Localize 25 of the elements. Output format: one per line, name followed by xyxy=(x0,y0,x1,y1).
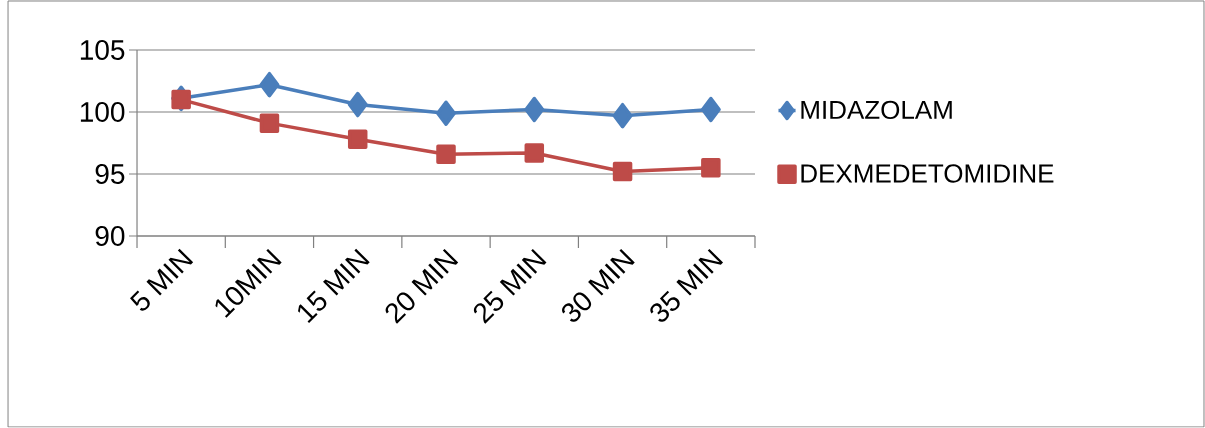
point xyxy=(259,71,280,98)
x-tick-label: 30 MIN xyxy=(562,248,635,322)
point xyxy=(612,102,633,129)
y-tick-label: 105 xyxy=(80,40,125,60)
y-tick-label: 100 xyxy=(80,102,125,122)
point xyxy=(524,143,545,163)
point xyxy=(436,100,457,126)
legend-label: MIDAZOLAM xyxy=(801,100,952,120)
x-tick-label: 15 MIN xyxy=(298,248,370,324)
point xyxy=(436,144,456,164)
point xyxy=(701,158,721,178)
x-tick-label: 20 MIN xyxy=(385,248,459,324)
y-tick-label: 90 xyxy=(95,226,125,246)
x-tick-label: 35 MIN xyxy=(650,248,724,322)
y-tick-label: 95 xyxy=(95,164,125,184)
point xyxy=(612,161,633,182)
point xyxy=(347,91,368,118)
point xyxy=(700,96,721,123)
legend-label: DEXMEDETOMIDINE xyxy=(801,164,1054,183)
x-tick-label: 25 MIN xyxy=(473,248,547,324)
point xyxy=(259,113,280,133)
point xyxy=(524,96,545,123)
point xyxy=(347,129,368,150)
x-tick-label: 5 MIN xyxy=(130,248,194,311)
point xyxy=(171,89,191,110)
